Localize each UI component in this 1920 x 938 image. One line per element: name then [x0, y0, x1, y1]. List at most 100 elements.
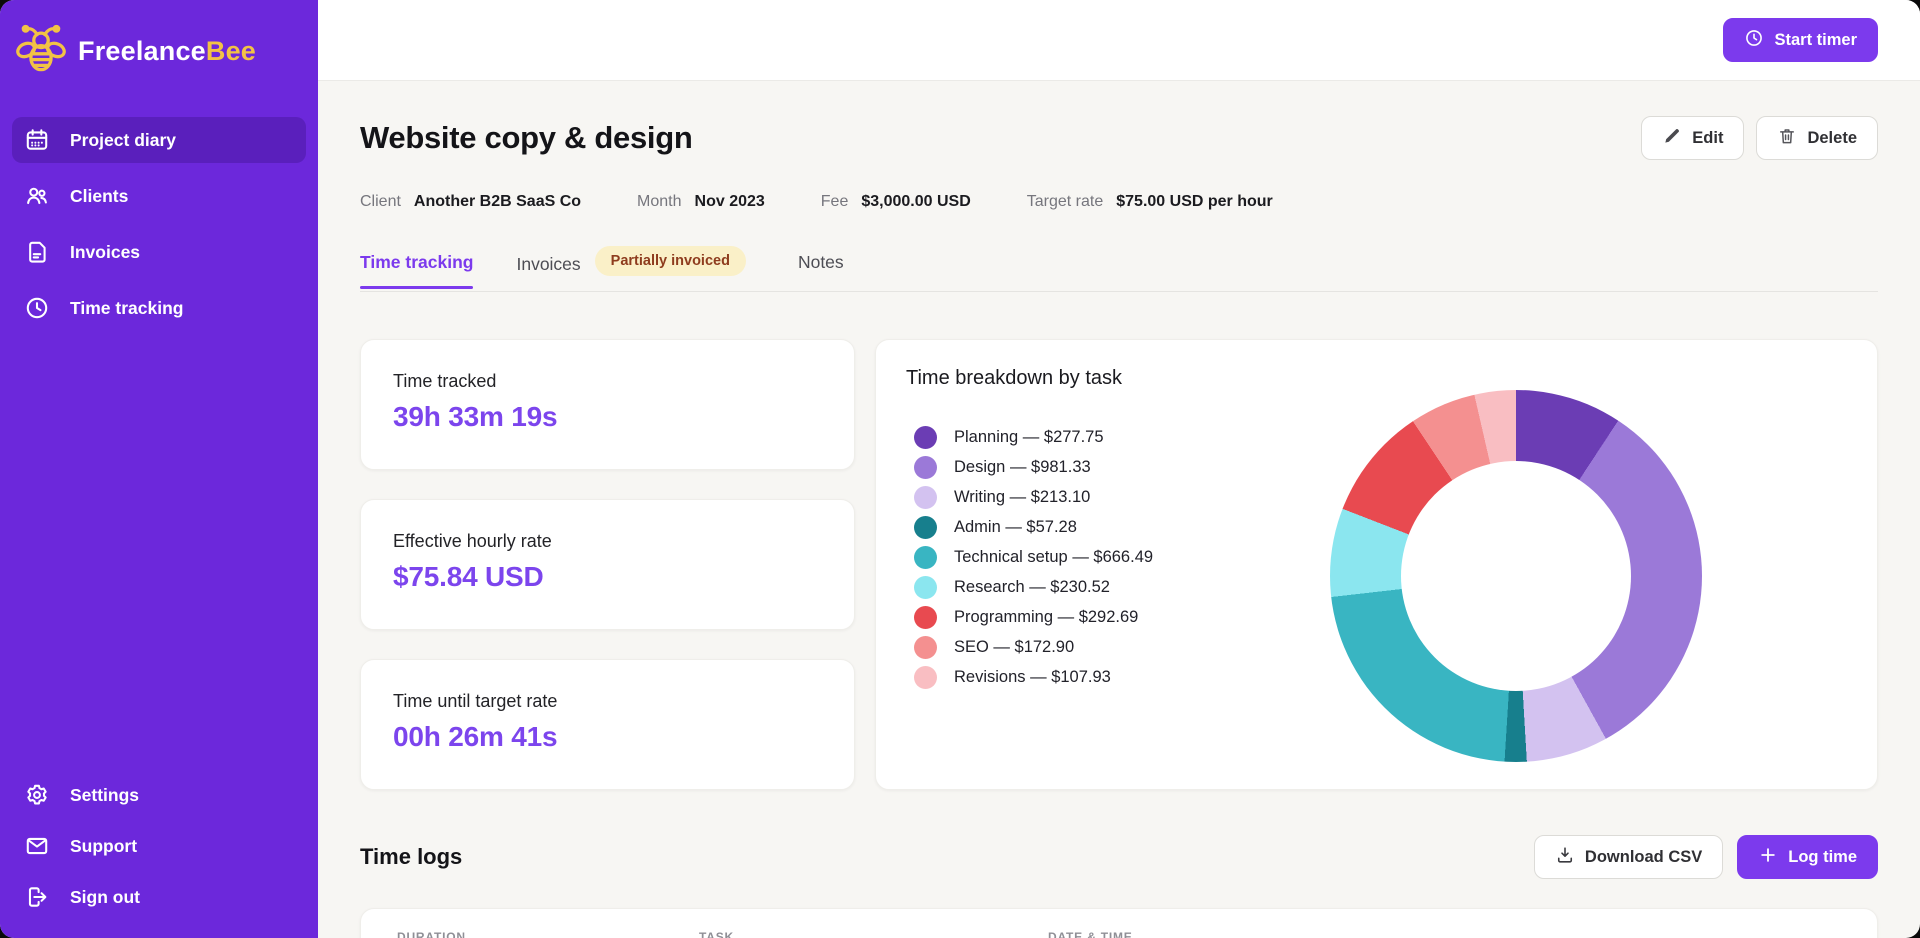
legend-item: Writing — $213.10 — [914, 486, 1153, 509]
status-badge: Partially invoiced — [594, 246, 746, 276]
tab-invoices[interactable]: Invoices Partially invoiced — [516, 246, 746, 291]
brand-logo[interactable]: FreelanceBee — [0, 0, 318, 79]
sidebar-item-clients[interactable]: Clients — [12, 173, 306, 219]
page-title: Website copy & design — [360, 120, 693, 155]
legend-item: Planning — $277.75 — [914, 426, 1153, 449]
log-time-button[interactable]: Log time — [1737, 835, 1878, 879]
meta-fee: Fee $3,000.00 USD — [820, 193, 971, 210]
meta-target-rate: Target rate $75.00 USD per hour — [1026, 193, 1273, 210]
sidebar-item-project-diary[interactable]: Project diary — [12, 117, 306, 163]
download-csv-label: Download CSV — [1584, 847, 1703, 866]
sidebar-item-settings[interactable]: Settings — [12, 772, 306, 818]
trash-icon — [1777, 126, 1797, 151]
mail-icon — [24, 833, 50, 859]
stat-card-time-until-target: Time until target rate 00h 26m 41s — [360, 659, 855, 790]
sidebar-item-invoices[interactable]: Invoices — [12, 229, 306, 275]
sidebar-item-label: Invoices — [70, 241, 141, 262]
time-logs-table: DURATION TASK DATE & TIME — [360, 908, 1878, 938]
legend-label: SEO — $172.90 — [954, 638, 1075, 656]
legend-dot — [914, 516, 937, 539]
legend-dot — [914, 426, 937, 449]
legend-dot — [914, 456, 937, 479]
legend-item: Admin — $57.28 — [914, 516, 1153, 539]
stat-value: 39h 33m 19s — [393, 401, 558, 432]
start-timer-label: Start timer — [1774, 30, 1857, 49]
sidebar-item-label: Clients — [70, 185, 129, 206]
legend-label: Research — $230.52 — [954, 578, 1110, 596]
sidebar-item-label: Project diary — [70, 129, 177, 150]
sign-out-icon — [24, 884, 50, 910]
brand-name: FreelanceBee — [78, 36, 257, 66]
legend-item: Programming — $292.69 — [914, 606, 1153, 629]
sidebar-item-label: Support — [70, 835, 138, 856]
meta-month: Month Nov 2023 — [637, 193, 765, 210]
column-header-duration: DURATION — [397, 930, 466, 938]
meta-client: Client Another B2B SaaS Co — [360, 193, 582, 210]
legend-dot — [914, 666, 937, 689]
edit-button[interactable]: Edit — [1641, 116, 1745, 160]
timer-clock-icon — [1744, 28, 1764, 53]
bee-icon — [14, 24, 68, 79]
users-icon — [24, 183, 50, 209]
legend-dot — [914, 606, 937, 629]
main-content: Website copy & design Edit Delete — [318, 81, 1920, 938]
sidebar-item-label: Settings — [70, 784, 140, 805]
delete-button[interactable]: Delete — [1756, 116, 1878, 160]
donut-hole — [1401, 461, 1631, 691]
donut-chart — [1330, 390, 1702, 762]
column-header-date-time: DATE & TIME — [1048, 930, 1133, 938]
sidebar-item-support[interactable]: Support — [12, 823, 306, 869]
legend-label: Admin — $57.28 — [954, 518, 1077, 536]
project-meta: Client Another B2B SaaS Co Month Nov 202… — [360, 190, 1878, 214]
legend-item: Design — $981.33 — [914, 456, 1153, 479]
clock-icon — [24, 295, 50, 321]
table-header-row: DURATION TASK DATE & TIME — [397, 930, 1841, 938]
tab-time-tracking[interactable]: Time tracking — [360, 252, 474, 289]
sidebar: FreelanceBee Project diary Clients Invoi… — [0, 0, 318, 938]
stat-card-effective-rate: Effective hourly rate $75.84 USD — [360, 499, 855, 630]
stat-value: 00h 26m 41s — [393, 721, 558, 752]
sidebar-item-label: Time tracking — [70, 297, 184, 318]
sidebar-nav: Project diary Clients Invoices Time trac… — [12, 117, 306, 331]
sidebar-item-label: Sign out — [70, 886, 140, 907]
tab-bar: Time tracking Invoices Partially invoice… — [360, 246, 1878, 292]
calendar-icon — [24, 127, 50, 153]
legend-dot — [914, 546, 937, 569]
gear-icon — [24, 782, 50, 808]
time-logs-title: Time logs — [360, 844, 463, 869]
legend-dot — [914, 576, 937, 599]
legend-label: Technical setup — $666.49 — [954, 548, 1154, 566]
start-timer-button[interactable]: Start timer — [1723, 18, 1878, 62]
legend-item: Technical setup — $666.49 — [914, 546, 1153, 569]
legend-label: Revisions — $107.93 — [954, 668, 1111, 686]
download-csv-button[interactable]: Download CSV — [1533, 835, 1724, 879]
chart-card: Time breakdown by task Planning — $277.7… — [875, 339, 1878, 790]
chart-legend: Planning — $277.75 Design — $981.33 Writin… — [914, 426, 1153, 689]
legend-label: Programming — $292.69 — [954, 608, 1139, 626]
legend-label: Writing — $213.10 — [954, 488, 1091, 506]
plus-icon — [1758, 845, 1778, 870]
sidebar-item-sign-out[interactable]: Sign out — [12, 874, 306, 920]
sidebar-footer-nav: Settings Support Sign out — [12, 772, 306, 920]
stat-value: $75.84 USD — [393, 561, 544, 592]
tab-notes[interactable]: Notes — [797, 252, 844, 272]
log-time-label: Log time — [1788, 847, 1857, 866]
document-icon — [24, 239, 50, 265]
pencil-icon — [1662, 126, 1682, 151]
legend-label: Planning — $277.75 — [954, 428, 1104, 446]
legend-item: SEO — $172.90 — [914, 636, 1153, 659]
legend-dot — [914, 486, 937, 509]
delete-label: Delete — [1807, 128, 1857, 147]
legend-dot — [914, 636, 937, 659]
legend-label: Design — $981.33 — [954, 458, 1091, 476]
legend-item: Revisions — $107.93 — [914, 666, 1153, 689]
column-header-task: TASK — [699, 930, 734, 938]
sidebar-item-time-tracking[interactable]: Time tracking — [12, 285, 306, 331]
topbar: Start timer — [318, 0, 1920, 81]
legend-item: Research — $230.52 — [914, 576, 1153, 599]
edit-label: Edit — [1692, 128, 1724, 147]
chart-title: Time breakdown by task — [906, 367, 1123, 389]
download-icon — [1555, 845, 1575, 870]
stat-card-time-tracked: Time tracked 39h 33m 19s — [360, 339, 855, 470]
